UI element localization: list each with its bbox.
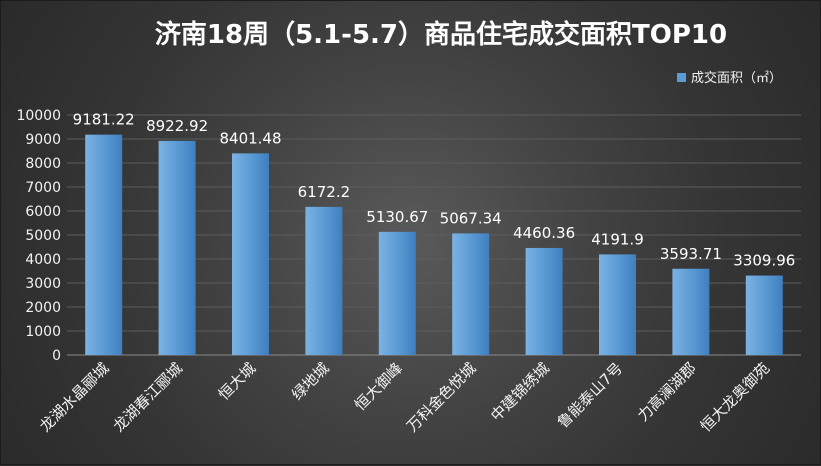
x-tick-label: 万科金色悦城 <box>403 359 479 435</box>
x-tick-label: 鲁能泰山7号 <box>554 359 627 432</box>
data-labels: 9181.22 8922.92 8401.48 6172.2 5130.67 5067.3… <box>73 111 796 270</box>
x-axis: 龙湖水晶郦城龙湖春江郦城 恒大城 绿地城 恒大御峰万科金色悦城 中建锦绣城 鲁能泰山7号力… <box>36 359 773 435</box>
bar <box>232 153 269 355</box>
x-tick-label: 力高澜湖郡 <box>634 359 700 425</box>
data-label: 6172.2 <box>298 183 351 201</box>
chart-title: 济南18周（5.1-5.7）商品住宅成交面积TOP10 <box>155 19 727 50</box>
bar <box>452 233 490 355</box>
data-label: 9181.22 <box>73 111 135 129</box>
y-axis: 0 1000 2000 3000 4000 5000 6000 7000 8000 9000 100… <box>16 108 61 364</box>
data-label: 3309.96 <box>733 252 795 270</box>
legend-swatch <box>677 73 686 82</box>
data-label: 8922.92 <box>146 117 208 135</box>
y-tick-label: 0 <box>52 348 61 364</box>
y-tick-label: 8000 <box>25 156 61 172</box>
y-tick-label: 1000 <box>25 324 61 340</box>
y-tick-label: 7000 <box>25 180 61 196</box>
data-label: 5130.67 <box>366 208 428 226</box>
y-tick-label: 3000 <box>25 276 61 292</box>
x-tick-label: 恒大龙奥御苑 <box>697 359 773 435</box>
data-label: 3593.71 <box>660 245 722 263</box>
y-tick-label: 5000 <box>25 228 61 244</box>
bar <box>158 140 196 355</box>
x-tick-label: 龙湖春江郦城 <box>110 359 186 435</box>
x-tick-label: 中建锦绣城 <box>487 359 553 425</box>
bar <box>599 254 636 355</box>
x-tick-label: 龙湖水晶郦城 <box>36 359 112 435</box>
x-tick-label: 恒大城 <box>215 359 260 404</box>
x-tick-label: 绿地城 <box>288 359 333 404</box>
data-label: 4460.36 <box>513 224 575 242</box>
bar <box>305 206 343 355</box>
bar <box>745 275 783 355</box>
data-label: 8401.48 <box>219 129 281 147</box>
data-label: 5067.34 <box>440 209 502 227</box>
y-tick-label: 6000 <box>25 204 61 220</box>
bars <box>85 134 783 355</box>
x-tick-label: 恒大御峰 <box>351 359 406 414</box>
bar <box>378 231 416 355</box>
y-tick-label: 9000 <box>25 132 61 148</box>
y-tick-label: 2000 <box>25 300 61 316</box>
bar <box>525 247 563 355</box>
data-label: 4191.9 <box>591 230 644 248</box>
bar <box>85 134 123 355</box>
y-tick-label: 10000 <box>16 108 61 124</box>
bar <box>672 268 710 355</box>
legend-label: 成交面积（㎡） <box>691 70 782 86</box>
legend: 成交面积（㎡） <box>677 70 782 86</box>
y-tick-label: 4000 <box>25 252 61 268</box>
